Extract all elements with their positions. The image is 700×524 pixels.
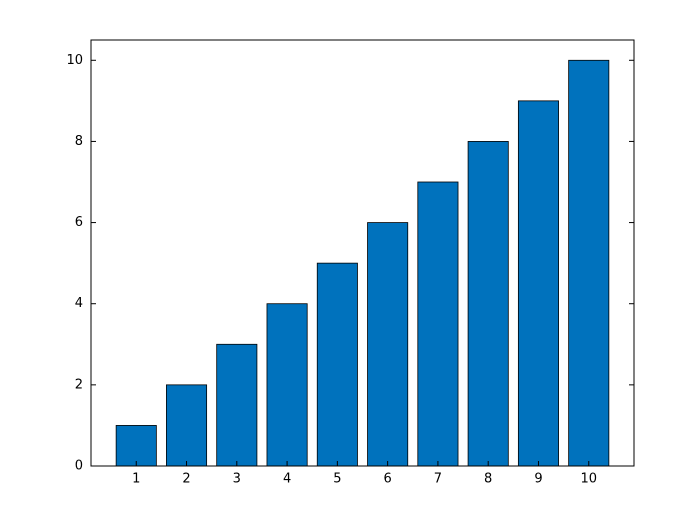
x-tick-label: 4 (283, 472, 291, 487)
x-tick-label: 2 (182, 472, 190, 487)
y-tick-label: 8 (75, 134, 83, 149)
y-tick-label: 10 (66, 53, 83, 68)
bar (266, 303, 308, 467)
bar (216, 343, 258, 467)
x-tick-label: 8 (484, 472, 492, 487)
x-tick-label: 5 (333, 472, 341, 487)
bar (568, 59, 610, 467)
bar (115, 425, 157, 467)
y-tick-label: 6 (75, 215, 83, 230)
bar (367, 222, 409, 467)
x-tick-label: 10 (580, 472, 597, 487)
y-tick-label: 4 (75, 296, 83, 311)
y-tick-label: 2 (75, 377, 83, 392)
bar (517, 100, 559, 467)
y-tick-label: 0 (75, 459, 83, 474)
bar (467, 141, 509, 467)
axes-box (90, 39, 635, 467)
bar (417, 181, 459, 467)
x-tick-label: 6 (383, 472, 391, 487)
bar (316, 262, 358, 467)
x-tick-label: 9 (534, 472, 542, 487)
bar (166, 384, 208, 467)
x-tick-label: 3 (233, 472, 241, 487)
x-tick-label: 7 (434, 472, 442, 487)
x-tick-label: 1 (132, 472, 140, 487)
